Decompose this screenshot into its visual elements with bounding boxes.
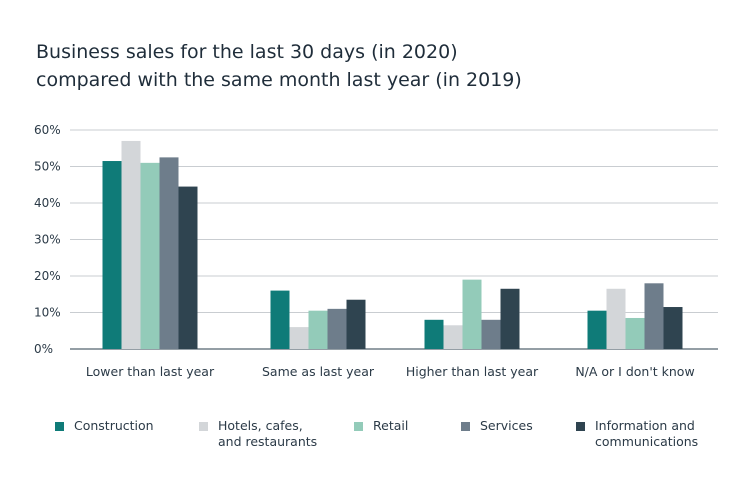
legend-label: Retail: [373, 418, 409, 433]
bar: [462, 279, 482, 349]
legend-label: Information and communications: [595, 418, 699, 449]
bar: [587, 310, 607, 349]
legend-swatch: [461, 422, 470, 431]
bar: [481, 319, 501, 349]
legend-label: Services: [480, 418, 533, 433]
bar: [625, 317, 645, 349]
chart-title: Business sales for the last 30 days (in …: [36, 38, 716, 94]
legend-item: Information and communications: [576, 418, 698, 450]
legend-label: Hotels, cafes, and restaurants: [218, 418, 318, 449]
chart-title-line-2: compared with the same month last year (…: [36, 69, 522, 91]
chart-legend: Construction Hotels, cafes, and restauran…: [0, 418, 740, 458]
bar: [121, 140, 141, 349]
legend-swatch: [55, 422, 64, 431]
bar: [500, 288, 520, 349]
x-tick-label: N/A or I don't know: [575, 364, 694, 379]
bar: [443, 325, 463, 349]
bar: [178, 186, 198, 349]
bar: [289, 327, 309, 349]
bar: [308, 310, 328, 349]
y-tick-label: 40%: [34, 196, 61, 210]
legend-item: Services: [461, 418, 533, 434]
bar: [159, 157, 179, 349]
bar: [424, 319, 444, 349]
y-tick-label: 30%: [34, 233, 61, 247]
legend-label: Construction: [74, 418, 154, 433]
bar: [140, 162, 160, 349]
legend-swatch: [199, 422, 208, 431]
legend-swatch: [354, 422, 363, 431]
x-tick-label: Same as last year: [262, 364, 375, 379]
bar: [270, 290, 290, 349]
y-tick-label: 20%: [34, 269, 61, 283]
y-tick-label: 0%: [34, 342, 53, 356]
y-tick-label: 10%: [34, 306, 61, 320]
bar: [102, 161, 122, 349]
x-tick-label: Higher than last year: [406, 364, 539, 379]
y-tick-label: 50%: [34, 160, 61, 174]
bar: [644, 283, 664, 349]
bar: [606, 288, 626, 349]
bar: [663, 307, 683, 349]
legend-item: Hotels, cafes, and restaurants: [199, 418, 317, 450]
legend-item: Retail: [354, 418, 408, 434]
bar: [346, 299, 366, 349]
bar: [327, 308, 347, 349]
legend-item: Construction: [55, 418, 154, 434]
chart-title-line-1: Business sales for the last 30 days (in …: [36, 41, 458, 63]
y-tick-label: 60%: [34, 123, 61, 137]
legend-swatch: [576, 422, 585, 431]
x-tick-label: Lower than last year: [86, 364, 215, 379]
